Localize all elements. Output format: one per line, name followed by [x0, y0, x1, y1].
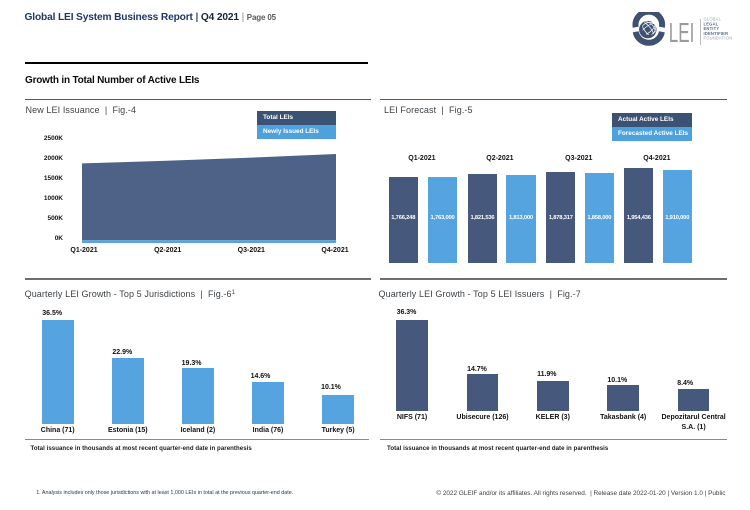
svg-text:ENTITY: ENTITY	[704, 26, 720, 31]
svg-text:LEI: LEI	[669, 16, 695, 46]
svg-text:GLOBAL: GLOBAL	[704, 17, 722, 22]
svg-text:IDENTIFIER: IDENTIFIER	[704, 31, 729, 36]
svg-text:FOUNDATION: FOUNDATION	[704, 36, 733, 41]
svg-text:LEGAL: LEGAL	[704, 21, 719, 26]
